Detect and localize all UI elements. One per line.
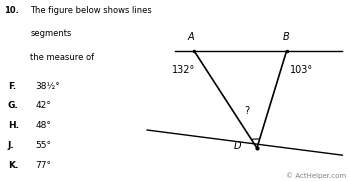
Text: © ActHelper.com: © ActHelper.com bbox=[286, 172, 346, 178]
Text: K.: K. bbox=[8, 161, 18, 170]
Text: 132°: 132° bbox=[172, 65, 195, 75]
Text: 38½°: 38½° bbox=[36, 81, 60, 90]
Text: the measure of: the measure of bbox=[30, 53, 95, 62]
Text: The figure below shows lines: The figure below shows lines bbox=[30, 6, 152, 15]
Text: G.: G. bbox=[8, 101, 19, 110]
Text: segments: segments bbox=[30, 30, 72, 38]
Text: H.: H. bbox=[8, 121, 19, 130]
Text: 77°: 77° bbox=[36, 161, 51, 170]
Text: 10.: 10. bbox=[4, 6, 19, 15]
Text: D: D bbox=[234, 141, 241, 151]
Text: F.: F. bbox=[8, 81, 16, 90]
Text: A: A bbox=[187, 32, 194, 42]
Text: J.: J. bbox=[8, 141, 14, 150]
Text: ?: ? bbox=[244, 106, 249, 116]
Text: 42°: 42° bbox=[36, 101, 51, 110]
Text: 103°: 103° bbox=[290, 65, 313, 75]
Text: B: B bbox=[283, 32, 290, 42]
Text: 48°: 48° bbox=[36, 121, 51, 130]
Text: 55°: 55° bbox=[36, 141, 51, 150]
